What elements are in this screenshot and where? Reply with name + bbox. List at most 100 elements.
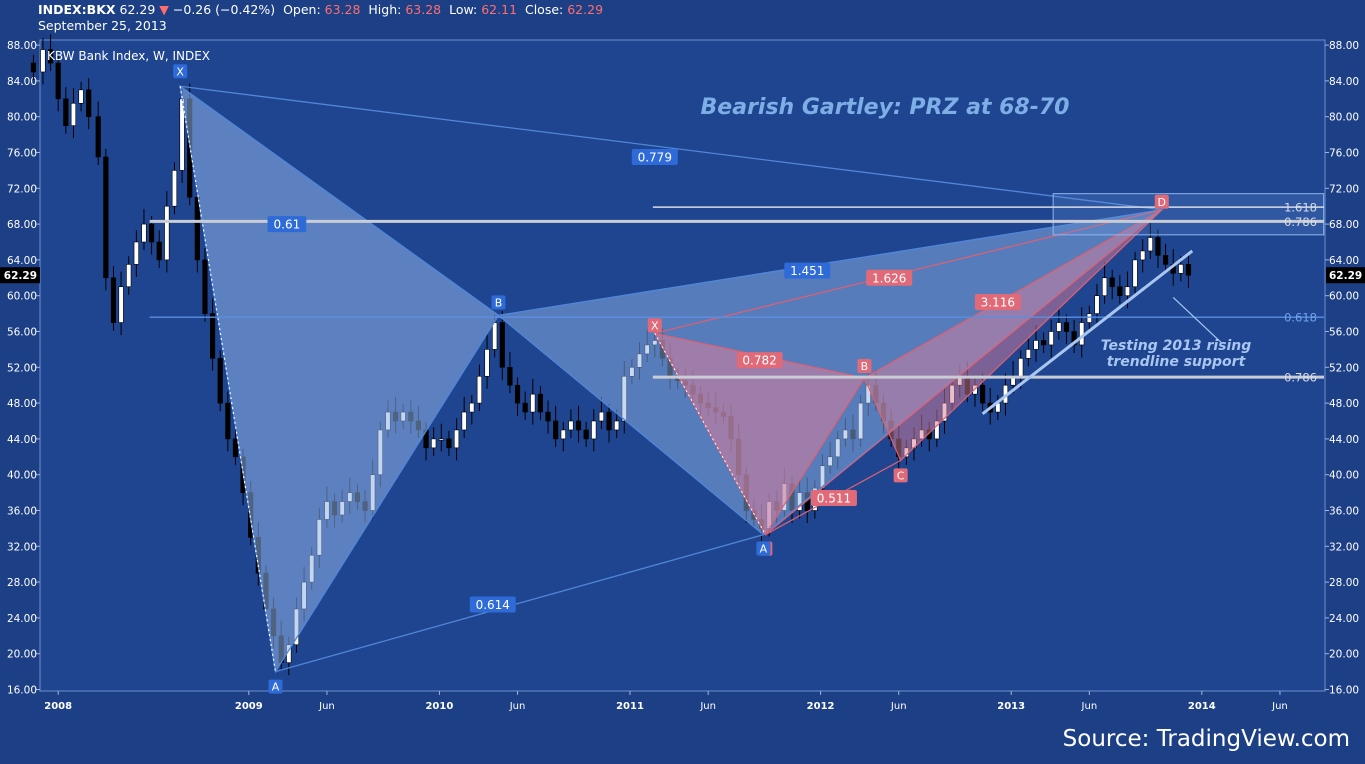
candle-body — [446, 438, 452, 449]
x-tick-label: Jun — [509, 701, 526, 712]
symbol-label: INDEX:BKX 62.29 ▼ −0.26 (−0.42%) Open: 6… — [38, 2, 603, 17]
candle-body — [133, 241, 139, 265]
candle-body — [453, 429, 460, 449]
y-tick-label-left: 40.00 — [7, 470, 37, 482]
x-tick-label: Jun — [699, 701, 716, 712]
blue-point-label-a2: A — [760, 543, 768, 556]
red-point-label: D — [1158, 196, 1166, 209]
red-xa-dotted — [654, 333, 766, 535]
trendline-note-line: Testing 2013 rising — [1101, 338, 1252, 354]
y-tick-label-left: 56.00 — [7, 327, 37, 339]
y-tick-label-left: 76.00 — [7, 148, 37, 160]
candle-body — [438, 438, 444, 441]
candle-body — [194, 196, 200, 261]
blue-point-label: X — [176, 65, 184, 78]
fib-level-label: 0.618 — [1284, 311, 1317, 325]
x-tick-label: 2012 — [807, 701, 835, 712]
red-point-label-box — [1154, 194, 1169, 209]
y-tick-label-right: 68.00 — [1329, 219, 1359, 231]
y-tick-label-right: 40.00 — [1329, 470, 1359, 482]
axes: 88.00 88.00 84.00 84.00 80.00 80.00 76.00 76.00… — [7, 40, 1359, 712]
x-tick-label: 2009 — [235, 701, 263, 712]
red-ratio-label: 0.511 — [817, 491, 851, 505]
red-ratio-label-box — [810, 489, 857, 506]
candle-body — [1063, 322, 1070, 332]
price-tag-right-box — [1326, 267, 1365, 284]
candle-body — [514, 384, 521, 404]
candle-body — [1140, 250, 1146, 261]
candle-body — [1147, 237, 1153, 252]
red-point-label-box — [893, 468, 908, 483]
candle-body — [110, 277, 117, 323]
high-label: High: — [368, 2, 402, 17]
candle-body — [141, 223, 147, 243]
blue-ratio-label: 0.614 — [476, 598, 510, 612]
fib-level-label: 1.618 — [1284, 201, 1317, 215]
blue-point-label: A — [272, 681, 280, 694]
pattern-title: Bearish Gartley: PRZ at 68-70 — [701, 95, 1070, 120]
candle-body — [209, 313, 216, 359]
y-tick-label-left: 44.00 — [7, 434, 37, 446]
candle-body — [614, 420, 620, 431]
y-tick-label-left: 64.00 — [7, 255, 37, 267]
candle-body — [232, 438, 239, 458]
candle-body — [583, 429, 589, 440]
candle-body — [469, 402, 475, 413]
y-tick-label-right: 20.00 — [1329, 649, 1359, 661]
y-tick-label-right: 56.00 — [1329, 327, 1359, 339]
quote-header: INDEX:BKX 62.29 ▼ −0.26 (−0.42%) Open: 6… — [0, 0, 1365, 37]
red-point-label: C — [897, 469, 905, 482]
y-tick-label-right: 72.00 — [1329, 183, 1359, 195]
blue-point-label-a2-box — [756, 541, 771, 556]
x-tick-label: 2008 — [44, 701, 72, 712]
red-point-label-box — [857, 359, 872, 374]
y-tick-label-left: 24.00 — [7, 613, 37, 625]
candle-body — [95, 116, 101, 158]
blue-ratio-label: 0.779 — [638, 150, 672, 164]
candle-body — [1056, 322, 1062, 332]
blue-xa-dotted — [179, 86, 277, 672]
close-label: Close: — [524, 2, 564, 17]
blue-point-label: B — [495, 296, 503, 309]
candle-body — [86, 89, 92, 117]
candle-body — [1185, 264, 1192, 276]
red-ratio-label: 1.626 — [872, 271, 906, 285]
close-value: 62.29 — [567, 2, 604, 17]
x-tick-label: 2013 — [997, 701, 1025, 712]
low-label: Low: — [449, 2, 478, 17]
red-triangle-bcd — [863, 209, 1163, 462]
candle-body — [164, 205, 170, 261]
candle-body — [55, 62, 61, 100]
candle-body — [1155, 237, 1161, 256]
red-ratio-label-box — [974, 293, 1021, 310]
open-value: 63.28 — [324, 2, 361, 17]
candle-body — [70, 102, 77, 126]
candle-body — [560, 429, 566, 440]
candle-body — [1101, 277, 1108, 296]
candle-body — [1117, 286, 1123, 296]
blue-xb-line — [179, 85, 499, 316]
y-tick-label-left: 68.00 — [7, 219, 37, 231]
x-tick-label: Jun — [1081, 701, 1098, 712]
chart-title: KBW Bank Index, W, INDEX — [47, 49, 210, 63]
candle-body — [217, 358, 223, 404]
change: −0.26 (−0.42%) — [172, 2, 276, 17]
x-tick-label: Jun — [1271, 701, 1288, 712]
candle-body — [126, 264, 132, 288]
y-tick-label-left: 48.00 — [7, 398, 37, 410]
y-tick-label-right: 24.00 — [1329, 613, 1359, 625]
candle-body — [492, 322, 498, 350]
blue-point-label-box — [173, 64, 188, 79]
candle-body — [1048, 331, 1054, 346]
red-point-label-box — [647, 318, 662, 333]
x-tick-label: 2014 — [1188, 701, 1216, 712]
y-tick-label-left: 80.00 — [7, 112, 37, 124]
y-tick-label-right: 60.00 — [1329, 291, 1359, 303]
blue-xd-line — [180, 85, 1162, 211]
y-tick-label-right: 76.00 — [1329, 148, 1359, 160]
blue-ratio-label-box — [784, 262, 831, 279]
blue-ac-line — [275, 534, 764, 673]
candle-body — [568, 420, 574, 431]
